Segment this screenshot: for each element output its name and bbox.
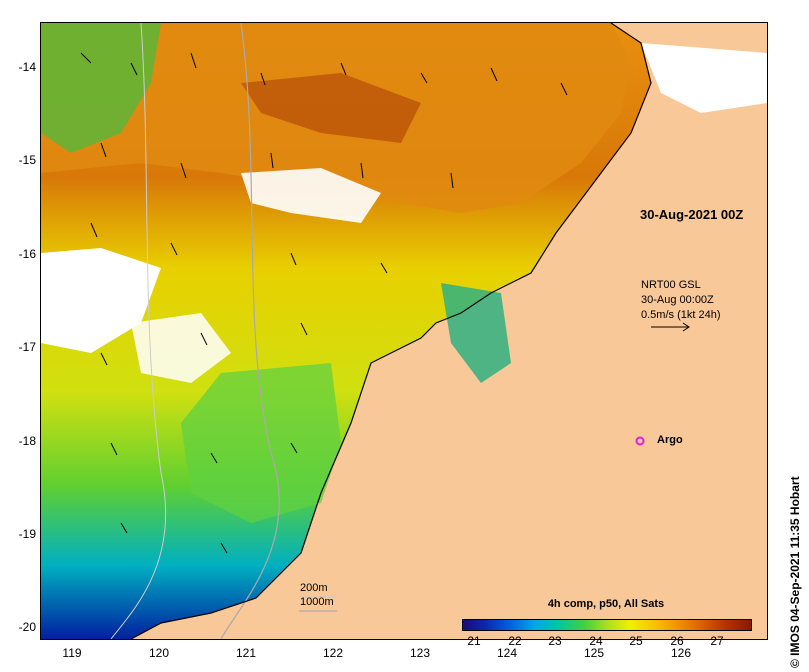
x-axis-label: 124 bbox=[496, 646, 518, 660]
colorbar-label: 26 bbox=[670, 634, 684, 648]
current-info-line: 30-Aug 00:00Z bbox=[641, 294, 714, 306]
sst-map-canvas bbox=[41, 23, 767, 639]
current-info-line: NRT00 GSL bbox=[641, 279, 701, 291]
y-axis-label: -18 bbox=[18, 434, 36, 448]
contour-200m bbox=[110, 23, 167, 639]
y-axis-label: -17 bbox=[18, 340, 36, 354]
colorbar-label: 22 bbox=[508, 634, 522, 648]
current-info: NRT00 GSL 30-Aug 00:00Z 0.5m/s (1kt 24h) bbox=[641, 278, 720, 323]
colorbar-label: 21 bbox=[467, 634, 481, 648]
colorbar-label: 24 bbox=[589, 634, 603, 648]
y-axis-label: -15 bbox=[18, 153, 36, 167]
copyright-icon: © bbox=[788, 655, 802, 668]
y-axis-label: -20 bbox=[18, 620, 36, 634]
y-axis-label: -14 bbox=[18, 60, 36, 74]
x-axis-label: 120 bbox=[148, 646, 170, 660]
current-scale-arrowhead bbox=[682, 322, 690, 332]
y-axis-label: -16 bbox=[18, 247, 36, 261]
depth-legend: 200m 1000m bbox=[300, 581, 334, 609]
cloud-patch-3 bbox=[641, 43, 767, 113]
hot-spot bbox=[241, 73, 421, 143]
cloud-patch-2 bbox=[241, 168, 381, 223]
credit-text: © IMOS 04-Sep-2021 11:35 Hobart bbox=[788, 476, 802, 668]
colorbar-title: 4h comp, p50, All Sats bbox=[547, 598, 665, 610]
cloud-patch-4 bbox=[131, 313, 231, 383]
inlet-water bbox=[441, 283, 511, 383]
colorbar-label: 23 bbox=[548, 634, 562, 648]
cloud-patch-1 bbox=[41, 248, 161, 353]
argo-float-icon[interactable] bbox=[635, 436, 645, 446]
x-axis-label: 121 bbox=[235, 646, 257, 660]
contour-1000m bbox=[220, 23, 280, 639]
sst-map[interactable] bbox=[40, 22, 768, 640]
coastline bbox=[130, 23, 652, 639]
depth-legend-1000m: 1000m bbox=[300, 596, 334, 608]
colorbar bbox=[462, 619, 752, 631]
y-axis-label: -19 bbox=[18, 527, 36, 541]
current-vectors bbox=[80, 52, 568, 554]
green-patch-nw bbox=[41, 23, 161, 153]
x-axis-label: 125 bbox=[583, 646, 605, 660]
argo-label: Argo bbox=[657, 434, 683, 446]
colorbar-label: 25 bbox=[629, 634, 643, 648]
x-axis-label: 123 bbox=[409, 646, 431, 660]
date-stamp: 30-Aug-2021 00Z bbox=[640, 207, 744, 222]
depth-legend-200m: 200m bbox=[300, 582, 328, 594]
colorbar-label: 27 bbox=[710, 634, 724, 648]
x-axis-label: 122 bbox=[322, 646, 344, 660]
x-axis-label: 126 bbox=[670, 646, 692, 660]
current-info-line: 0.5m/s (1kt 24h) bbox=[641, 309, 721, 321]
green-patch-s bbox=[181, 363, 341, 523]
x-axis-label: 119 bbox=[62, 646, 82, 660]
credit-label: IMOS 04-Sep-2021 11:35 Hobart bbox=[788, 476, 802, 656]
